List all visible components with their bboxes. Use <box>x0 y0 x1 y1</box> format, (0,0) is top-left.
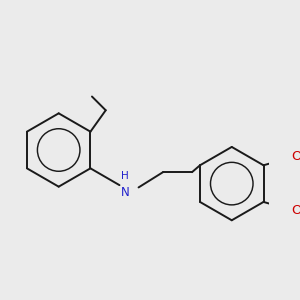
Text: H: H <box>121 171 129 181</box>
Text: N: N <box>120 186 129 199</box>
Text: O: O <box>291 150 300 164</box>
Text: O: O <box>291 204 300 217</box>
